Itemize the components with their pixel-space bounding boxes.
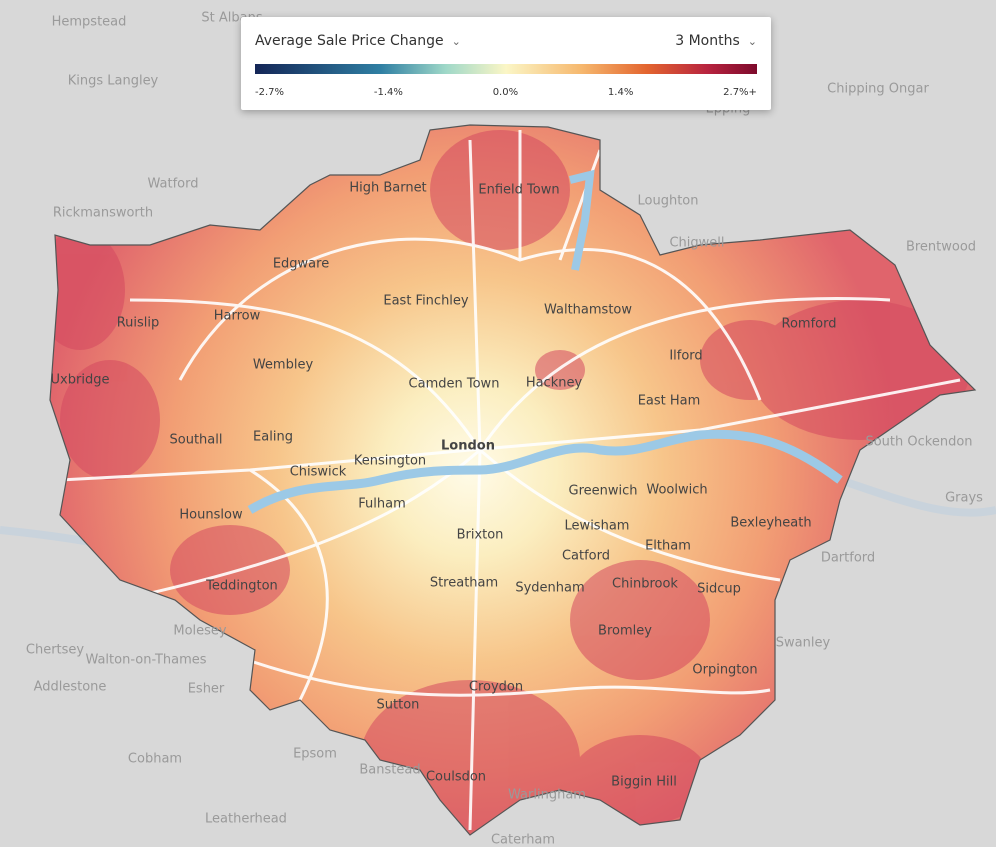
place-label: Harrow xyxy=(214,309,261,324)
place-label: Eltham xyxy=(645,539,691,554)
scale-label: 1.4% xyxy=(607,87,634,98)
place-label: East Finchley xyxy=(383,294,469,309)
place-label: Rickmansworth xyxy=(53,206,153,221)
place-label: Camden Town xyxy=(409,377,500,392)
place-label: Sydenham xyxy=(515,581,584,596)
place-label: Banstead xyxy=(359,763,420,778)
place-label: Biggin Hill xyxy=(611,775,677,790)
place-label: Molesey xyxy=(173,624,227,639)
place-label: Bromley xyxy=(598,624,652,639)
place-label: Walton-on-Thames xyxy=(85,653,206,668)
place-label: Kensington xyxy=(354,454,426,469)
place-label: Watford xyxy=(148,177,199,192)
place-label: Southall xyxy=(170,433,223,448)
place-label: Ruislip xyxy=(117,316,160,331)
place-label: Chigwell xyxy=(669,236,724,251)
place-label: Sidcup xyxy=(697,582,741,597)
place-label: Chiswick xyxy=(290,465,347,480)
place-label: Chinbrook xyxy=(612,577,678,592)
place-label: Chertsey xyxy=(26,643,85,658)
scale-label: -1.4% xyxy=(373,87,403,98)
legend-card: Average Sale Price Change ⌄ 3 Months ⌄ -2.… xyxy=(241,17,771,110)
scale-label: 0.0% xyxy=(492,87,519,98)
period-select[interactable]: 3 Months ⌄ xyxy=(675,33,757,49)
place-label: Teddington xyxy=(205,579,278,594)
metric-label: Average Sale Price Change xyxy=(255,33,444,49)
place-label: Chipping Ongar xyxy=(827,82,929,97)
place-label: Woolwich xyxy=(646,483,707,498)
place-label: Lewisham xyxy=(565,519,630,534)
place-label: Enfield Town xyxy=(478,183,559,198)
place-label: Cobham xyxy=(128,752,182,767)
place-label: Epsom xyxy=(293,747,337,762)
place-label: East Ham xyxy=(638,394,701,409)
place-label: Grays xyxy=(945,491,983,506)
place-label: Coulsdon xyxy=(426,770,486,785)
place-label: Streatham xyxy=(430,576,498,591)
place-label: Edgware xyxy=(273,257,329,272)
metric-select[interactable]: Average Sale Price Change ⌄ xyxy=(255,33,461,49)
place-label: Wembley xyxy=(253,358,314,373)
place-label: London xyxy=(441,439,495,454)
place-label: Hounslow xyxy=(179,508,243,523)
period-label: 3 Months xyxy=(675,33,740,49)
place-label: Addlestone xyxy=(34,680,107,695)
scale-label: -2.7% xyxy=(255,87,285,98)
place-label: Brixton xyxy=(457,528,504,543)
place-label: Warlingham xyxy=(508,788,586,803)
place-label: Ealing xyxy=(253,430,293,445)
place-label: Fulham xyxy=(358,497,406,512)
place-label: Hempstead xyxy=(52,15,127,30)
place-label: Ilford xyxy=(669,349,702,364)
place-label: Dartford xyxy=(821,551,875,566)
place-label: Brentwood xyxy=(906,240,976,255)
place-label: Bexleyheath xyxy=(730,516,811,531)
place-label: Leatherhead xyxy=(205,812,287,827)
place-label: Sutton xyxy=(377,698,420,713)
place-label: Greenwich xyxy=(569,484,638,499)
place-label: Croydon xyxy=(469,680,523,695)
place-label: Loughton xyxy=(638,194,699,209)
place-label: Orpington xyxy=(692,663,757,678)
place-label: Romford xyxy=(782,317,837,332)
scale-label: 2.7%+ xyxy=(723,87,757,98)
place-label: Caterham xyxy=(491,833,555,847)
place-label: Swanley xyxy=(776,636,831,651)
place-label: Uxbridge xyxy=(51,373,110,388)
place-label: Kings Langley xyxy=(68,74,159,89)
place-label: Esher xyxy=(188,682,225,697)
place-label: Walthamstow xyxy=(544,303,632,318)
place-label: High Barnet xyxy=(349,181,426,196)
color-scale xyxy=(255,64,757,74)
scale-labels: -2.7% -1.4% 0.0% 1.4% 2.7%+ xyxy=(255,87,757,98)
place-label: Catford xyxy=(562,549,610,564)
place-label: Hackney xyxy=(526,376,583,391)
place-label: South Ockendon xyxy=(865,435,972,450)
